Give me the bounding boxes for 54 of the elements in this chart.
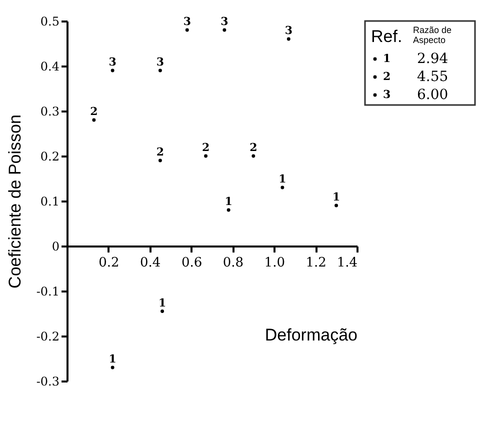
y-tick-label: -0.2 [36,330,60,344]
x-tick-label: 0.6 [181,256,202,270]
y-tick-label: 0 [52,240,60,254]
text: 3 [284,24,292,37]
text: 2 [156,146,164,158]
x-tick-label: 0.4 [140,256,161,270]
text: 1 [224,195,232,208]
text: 4.55 [417,69,448,85]
x-tick-label: 0.8 [222,256,244,270]
legend-label: 2 [383,70,391,83]
y-tick-label: -0.3 [36,374,60,388]
y-tick-label: 0.4 [40,60,60,74]
y-tick-label: 0.5 [40,14,60,28]
x-tick-label: 1.2 [306,256,326,270]
point [204,154,208,158]
y-tick-label: 0.2 [40,150,60,164]
text: 2 [202,141,210,154]
x-tick-label: 1.4 [336,256,358,270]
text: 1 [332,190,340,204]
x-axis-title: Deformação [264,325,358,344]
text: 3 [108,56,116,68]
point [158,68,162,72]
legend-label: 3 [383,88,391,101]
point [160,310,164,313]
text: 1 [108,352,116,366]
text: Razão de Aspecto [413,25,452,45]
y-tick-label: 0.3 [40,104,60,118]
y-tick-label: -0.1 [36,284,60,298]
point [110,366,114,370]
point [110,68,114,72]
x-tick-label: 0.2 [98,256,120,270]
text: 2 [250,141,258,154]
text: 2.94 [417,51,448,67]
point [222,28,226,32]
point [92,118,96,122]
legend-title: Ref. [371,27,402,46]
text: 6.00 [417,87,448,103]
legend-label: 1 [383,52,391,65]
point [185,28,189,32]
point [226,208,230,212]
point [334,204,338,208]
y-axis-title: Coeficiente de Poisson [5,114,24,288]
y-tick-label: 0.1 [40,194,60,208]
text: 2 [90,105,98,118]
text: 3 [220,15,228,28]
x-tick-label: 1.0 [264,256,285,270]
point [158,158,162,162]
text: 3 [156,56,164,68]
point [286,37,290,41]
text: 3 [183,15,191,28]
text: 1 [278,172,286,186]
point [280,186,284,190]
text: 1 [158,296,166,310]
point [252,154,256,158]
